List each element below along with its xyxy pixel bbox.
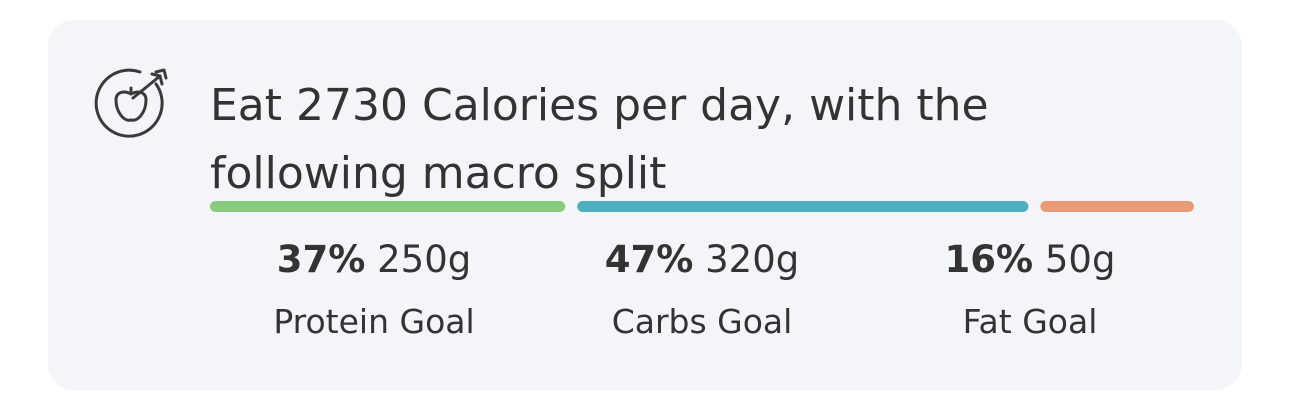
macro-amount: 47% 320g xyxy=(605,238,799,281)
macro-amount: 16% 50g xyxy=(945,238,1116,281)
macro-percent: 37% xyxy=(277,238,366,281)
macro-amount: 37% 250g xyxy=(277,238,471,281)
macro-segment xyxy=(210,201,566,212)
macro-percent: 16% xyxy=(945,238,1034,281)
macro-columns: 37% 250g Protein Goal 47% 320g Carbs Goal 16… xyxy=(273,238,1115,341)
macro-grams: 50g xyxy=(1045,238,1116,281)
macro-segment xyxy=(577,201,1029,212)
macro-bar xyxy=(210,201,1194,212)
goal-title: Eat 2730 Calories per day, with the follo… xyxy=(210,80,989,199)
macro-grams: 320g xyxy=(705,238,799,281)
macro-percent: 47% xyxy=(605,238,694,281)
macro-label: Fat Goal xyxy=(963,302,1098,341)
macro-grams: 250g xyxy=(377,238,471,281)
macro-label: Carbs Goal xyxy=(612,302,793,341)
macro-label: Protein Goal xyxy=(273,302,474,341)
macro-segment xyxy=(1040,201,1194,212)
goal-icon xyxy=(94,68,168,138)
